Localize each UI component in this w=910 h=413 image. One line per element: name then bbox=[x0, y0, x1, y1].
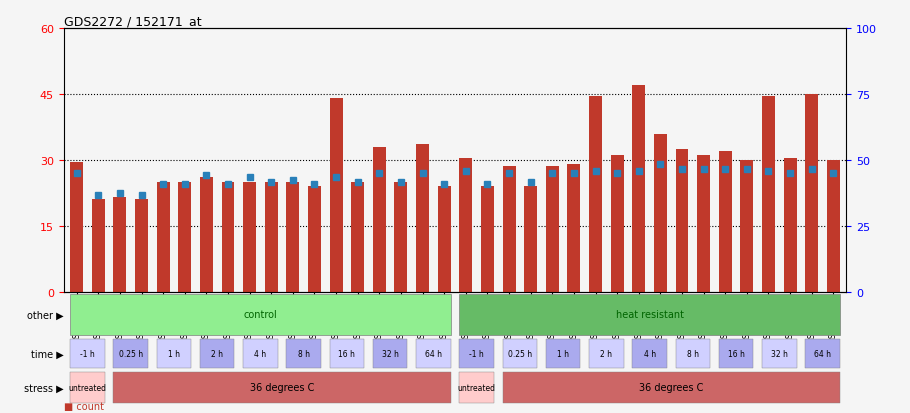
Text: 16 h: 16 h bbox=[339, 349, 355, 358]
FancyBboxPatch shape bbox=[502, 339, 537, 368]
Bar bbox=[741, 161, 753, 292]
Text: time ▶: time ▶ bbox=[31, 349, 64, 359]
Bar bbox=[243, 183, 256, 292]
Bar bbox=[719, 152, 732, 292]
Text: control: control bbox=[244, 310, 278, 320]
Bar bbox=[373, 147, 386, 292]
FancyBboxPatch shape bbox=[719, 339, 753, 368]
Text: 8 h: 8 h bbox=[298, 349, 309, 358]
FancyBboxPatch shape bbox=[157, 339, 191, 368]
FancyBboxPatch shape bbox=[460, 339, 494, 368]
Text: other ▶: other ▶ bbox=[27, 310, 64, 320]
Bar bbox=[265, 183, 278, 292]
FancyBboxPatch shape bbox=[589, 339, 623, 368]
FancyBboxPatch shape bbox=[632, 339, 667, 368]
Text: 4 h: 4 h bbox=[255, 349, 267, 358]
FancyBboxPatch shape bbox=[114, 339, 148, 368]
Text: 1 h: 1 h bbox=[168, 349, 180, 358]
Text: ■ count: ■ count bbox=[64, 401, 104, 411]
FancyBboxPatch shape bbox=[243, 339, 278, 368]
FancyBboxPatch shape bbox=[762, 339, 796, 368]
Bar bbox=[92, 200, 105, 292]
FancyBboxPatch shape bbox=[329, 339, 364, 368]
FancyBboxPatch shape bbox=[502, 372, 840, 403]
Bar bbox=[460, 158, 472, 292]
Bar bbox=[762, 97, 775, 292]
Text: GDS2272 / 152171_at: GDS2272 / 152171_at bbox=[64, 15, 201, 28]
Bar bbox=[611, 156, 623, 292]
FancyBboxPatch shape bbox=[70, 339, 105, 368]
FancyBboxPatch shape bbox=[416, 339, 450, 368]
Text: stress ▶: stress ▶ bbox=[24, 382, 64, 392]
Text: -1 h: -1 h bbox=[470, 349, 484, 358]
FancyBboxPatch shape bbox=[70, 294, 450, 335]
Bar bbox=[784, 158, 796, 292]
Bar bbox=[114, 198, 126, 292]
Bar bbox=[308, 187, 321, 292]
Bar bbox=[394, 183, 408, 292]
Text: 64 h: 64 h bbox=[425, 349, 442, 358]
Bar bbox=[632, 86, 645, 292]
Text: 2 h: 2 h bbox=[211, 349, 223, 358]
FancyBboxPatch shape bbox=[805, 339, 840, 368]
FancyBboxPatch shape bbox=[373, 339, 408, 368]
Bar bbox=[157, 183, 169, 292]
Bar bbox=[200, 178, 213, 292]
Text: ■ percentile rank within the sample: ■ percentile rank within the sample bbox=[64, 412, 241, 413]
Bar bbox=[827, 161, 840, 292]
Text: 0.25 h: 0.25 h bbox=[118, 349, 143, 358]
FancyBboxPatch shape bbox=[287, 339, 321, 368]
Text: 0.25 h: 0.25 h bbox=[508, 349, 532, 358]
Bar bbox=[438, 187, 450, 292]
Bar bbox=[135, 200, 148, 292]
Text: 32 h: 32 h bbox=[771, 349, 788, 358]
FancyBboxPatch shape bbox=[200, 339, 235, 368]
Bar bbox=[589, 97, 602, 292]
FancyBboxPatch shape bbox=[546, 339, 581, 368]
Bar bbox=[805, 95, 818, 292]
Text: untreated: untreated bbox=[458, 383, 496, 392]
Text: 32 h: 32 h bbox=[381, 349, 399, 358]
Text: 36 degrees C: 36 degrees C bbox=[639, 382, 703, 392]
Bar bbox=[351, 183, 364, 292]
FancyBboxPatch shape bbox=[675, 339, 710, 368]
Bar bbox=[502, 167, 516, 292]
Text: 8 h: 8 h bbox=[687, 349, 699, 358]
Bar bbox=[221, 183, 235, 292]
Bar bbox=[416, 145, 429, 292]
Bar bbox=[178, 183, 191, 292]
Text: 4 h: 4 h bbox=[643, 349, 655, 358]
Text: 2 h: 2 h bbox=[601, 349, 612, 358]
Bar bbox=[654, 134, 667, 292]
Bar bbox=[675, 150, 689, 292]
Text: -1 h: -1 h bbox=[80, 349, 95, 358]
Bar bbox=[481, 187, 494, 292]
Bar bbox=[524, 187, 537, 292]
FancyBboxPatch shape bbox=[460, 294, 840, 335]
Text: untreated: untreated bbox=[68, 383, 106, 392]
Text: heat resistant: heat resistant bbox=[615, 310, 683, 320]
FancyBboxPatch shape bbox=[460, 372, 494, 403]
FancyBboxPatch shape bbox=[114, 372, 450, 403]
FancyBboxPatch shape bbox=[70, 372, 105, 403]
Text: 36 degrees C: 36 degrees C bbox=[250, 382, 314, 392]
Text: 64 h: 64 h bbox=[814, 349, 831, 358]
Bar bbox=[70, 163, 83, 292]
Bar bbox=[287, 183, 299, 292]
Bar bbox=[546, 167, 559, 292]
Bar bbox=[329, 99, 342, 292]
Bar bbox=[697, 156, 710, 292]
Bar bbox=[568, 165, 581, 292]
Text: 16 h: 16 h bbox=[728, 349, 744, 358]
Text: 1 h: 1 h bbox=[557, 349, 569, 358]
